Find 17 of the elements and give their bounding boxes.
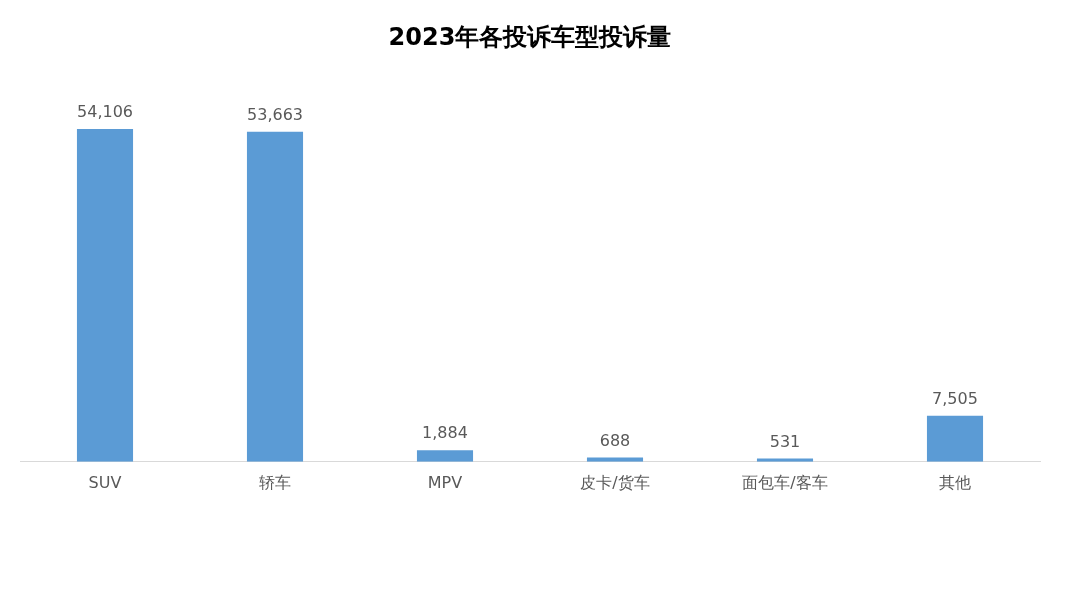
x-tick-label: MPV <box>427 472 463 492</box>
bar <box>416 450 474 462</box>
data-label: 7,505 <box>932 388 978 408</box>
data-label: 53,663 <box>247 104 303 124</box>
x-tick-label: SUV <box>88 472 122 492</box>
data-label: 1,884 <box>422 423 468 443</box>
x-tick-label: 其他 <box>939 472 971 492</box>
chart-title: 2023年各投诉车型投诉量 <box>388 22 672 51</box>
x-tick-label: 面包车/客车 <box>742 472 828 492</box>
data-label: 54,106 <box>77 102 133 122</box>
x-tick-label: 轿车 <box>259 472 291 492</box>
bar <box>926 415 984 462</box>
bar <box>246 131 304 462</box>
data-label: 531 <box>769 431 801 451</box>
data-label: 688 <box>599 430 631 450</box>
x-tick-label: 皮卡/货车 <box>580 472 650 492</box>
bar <box>76 129 134 462</box>
